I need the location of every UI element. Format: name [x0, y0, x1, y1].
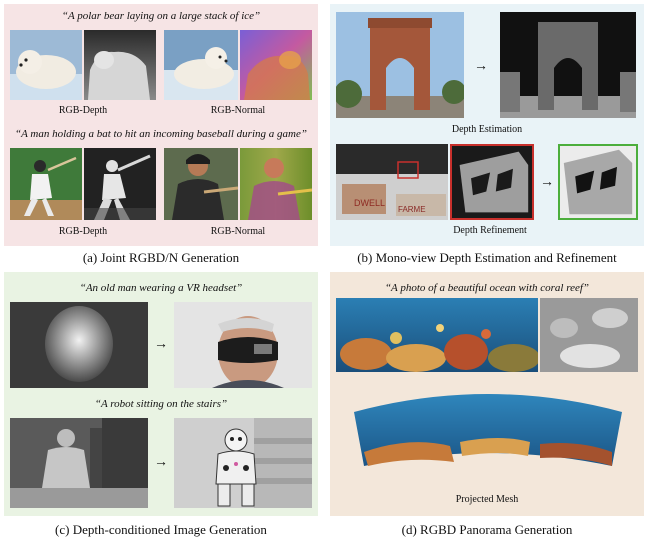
- panel-depth-estimation-refinement: → Depth Estimation DWELL FARME →: [330, 4, 644, 246]
- caption-panel-c: (c) Depth-conditioned Image Generation: [55, 522, 267, 537]
- polar-bear-depth-map: [84, 30, 156, 100]
- arrow-right-icon-4: →: [154, 455, 168, 470]
- arrow-right-icon-2: →: [540, 175, 554, 190]
- baseball-rgb-image: [10, 148, 82, 220]
- sign-rgb-image: DWELL FARME: [336, 144, 448, 220]
- arch-rgb-image: [336, 12, 464, 118]
- projected-mesh-image: [350, 382, 626, 488]
- label-depth-refinement: Depth Refinement: [453, 225, 527, 236]
- panel-depth-conditioned-generation: “An old man wearing a VR headset” → “A r…: [4, 272, 318, 516]
- ocean-panorama-depth: [540, 298, 638, 372]
- old-man-vr-image: [174, 302, 312, 388]
- prompt-old-man: “An old man wearing a VR headset”: [79, 282, 243, 294]
- caption-panel-b: (b) Mono-view Depth Estimation and Refin…: [357, 250, 617, 265]
- panel-joint-rgbd-generation: “A polar bear laying on a large stack of…: [4, 4, 318, 246]
- coarse-depth-crop: [450, 144, 534, 220]
- label-rgb-depth-top: RGB-Depth: [58, 105, 108, 116]
- arrow-right-icon: →: [474, 59, 488, 74]
- label-rgb-depth-bottom: RGB-Depth: [58, 226, 108, 237]
- panel-rgbd-panorama-generation: “A photo of a beautiful ocean with coral…: [330, 272, 644, 516]
- prompt-robot: “A robot sitting on the stairs”: [94, 398, 228, 410]
- label-depth-estimation: Depth Estimation: [451, 124, 523, 135]
- prompt-polar-bear: “A polar bear laying on a large stack of…: [61, 10, 261, 22]
- baseball-normal-map: [240, 148, 312, 220]
- robot-on-stairs-image: [174, 418, 312, 508]
- caption-panel-a: (a) Joint RGBD/N Generation: [82, 250, 240, 265]
- polar-bear-rgb-image-2: [164, 30, 238, 100]
- robot-depth-map: [10, 418, 148, 508]
- svg-text:FARME: FARME: [398, 205, 426, 214]
- label-rgb-normal-bottom: RGB-Normal: [210, 226, 266, 237]
- baseball-depth-map: [84, 148, 156, 220]
- refined-depth-crop: [558, 144, 638, 220]
- prompt-ocean: “A photo of a beautiful ocean with coral…: [384, 282, 590, 294]
- prompt-baseball: “A man holding a bat to hit an incoming …: [15, 128, 307, 140]
- baseball-rgb-image-2: [164, 148, 238, 220]
- svg-text:DWELL: DWELL: [354, 198, 385, 208]
- arrow-right-icon-3: →: [154, 337, 168, 352]
- polar-bear-rgb-image: [10, 30, 82, 100]
- arch-depth-map: [500, 12, 636, 118]
- polar-bear-normal-map: [240, 30, 312, 100]
- label-rgb-normal-top: RGB-Normal: [210, 105, 266, 116]
- old-man-depth-map: [10, 302, 148, 388]
- label-projected-mesh: Projected Mesh: [455, 494, 519, 505]
- caption-panel-d: (d) RGBD Panorama Generation: [401, 522, 573, 537]
- ocean-panorama-rgb: [336, 298, 538, 372]
